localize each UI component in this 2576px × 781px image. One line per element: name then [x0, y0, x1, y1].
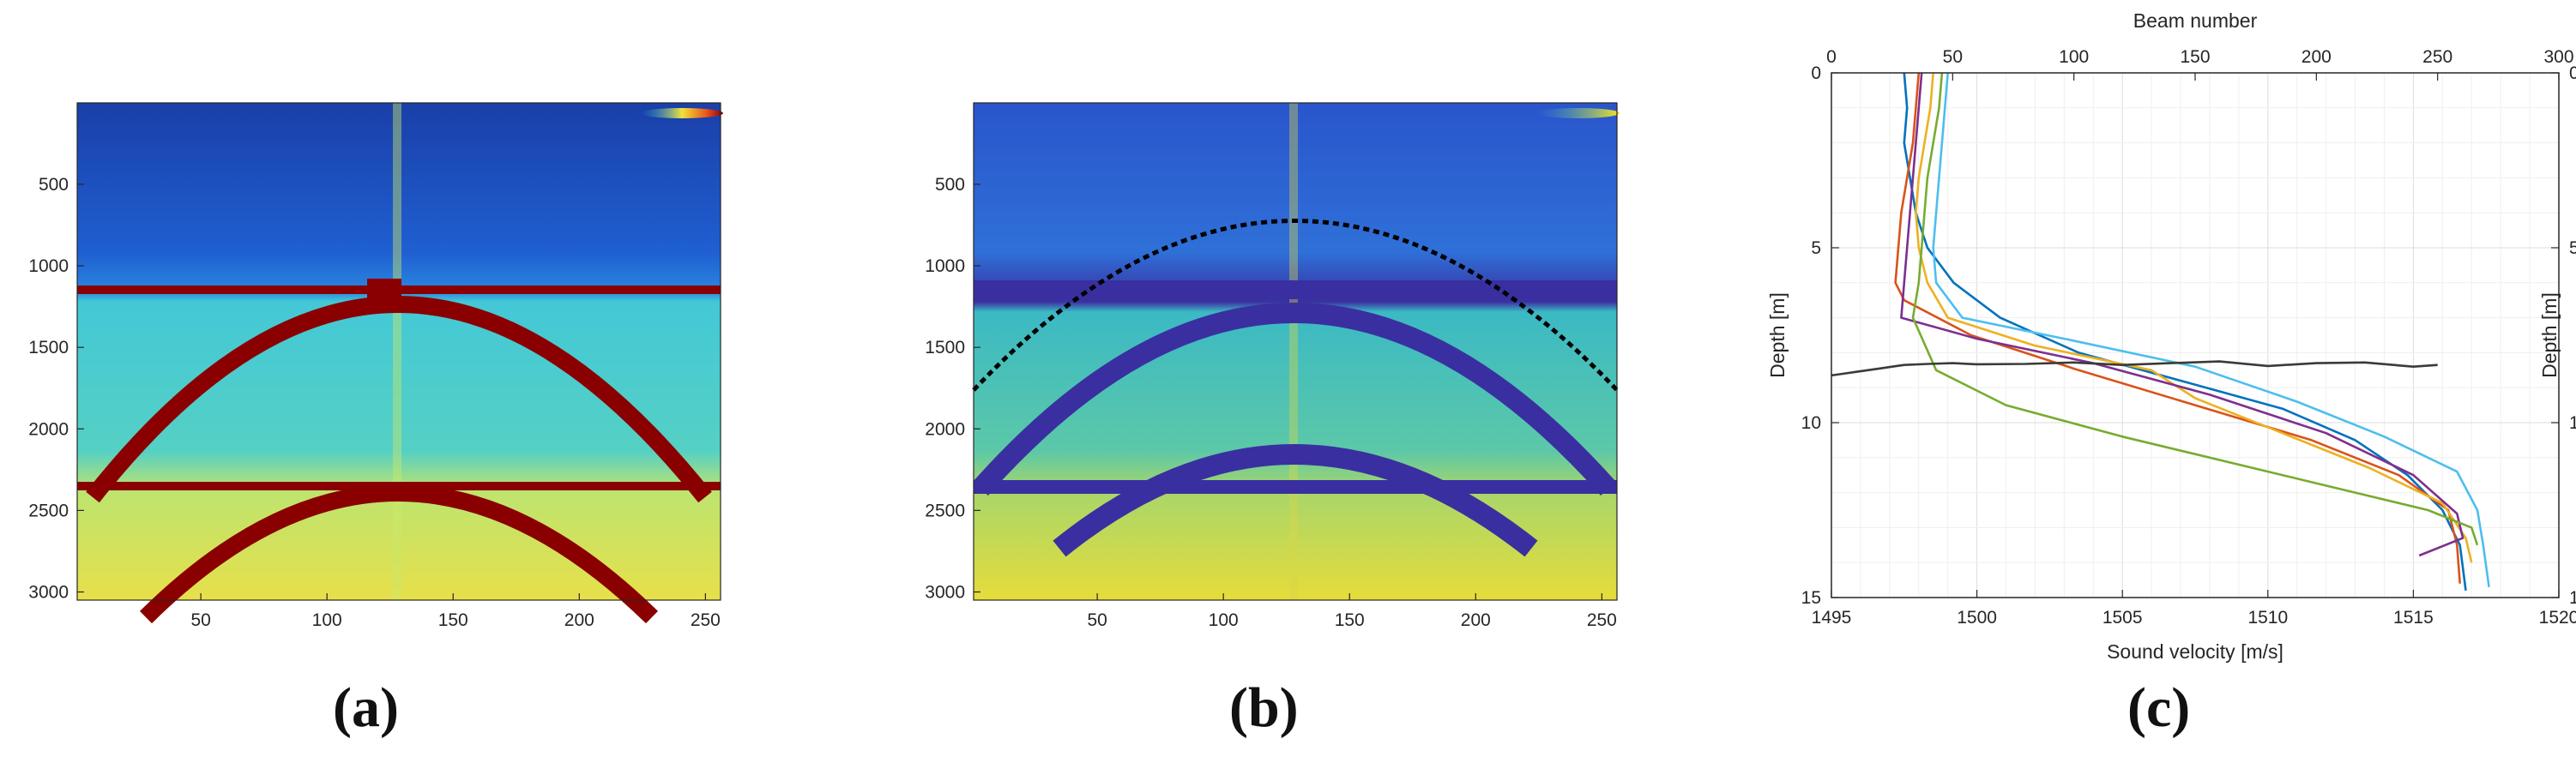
heatmap-a-frame: [76, 102, 721, 601]
y-tick-label: 1500: [925, 338, 965, 357]
y-tick-label: 2000: [28, 419, 69, 439]
panel-b-heatmap: 50 100 150 200 250 500 1000 1500 2000 2500 3000: [925, 102, 1620, 630]
heatmap-b-band-1: [974, 280, 1617, 299]
heatmap-b-surface-echo: [1537, 108, 1620, 118]
y-tick-label: 10: [1801, 413, 1821, 433]
x-tick-label: 50: [1087, 610, 1107, 630]
x2-tick-label: 300: [2543, 47, 2573, 67]
heatmap-a-blob: [367, 279, 401, 304]
beam-profile-line: [1831, 360, 2438, 377]
y-tick-label: 3000: [925, 582, 965, 602]
x2-axis-label: Beam number: [2133, 9, 2258, 32]
x2-tick-label: 50: [1943, 47, 1963, 67]
series-line-3: [1915, 72, 2473, 563]
x-tick-label: 1515: [2393, 608, 2434, 628]
heatmap-b-arc-2: [1053, 444, 1538, 557]
y-tick-label: 1000: [28, 256, 69, 276]
heatmap-b-frame: [973, 102, 1618, 601]
x2-tick-label: 250: [2422, 47, 2452, 67]
x-tick-label: 100: [1209, 610, 1239, 630]
y-tick-label: 1500: [28, 338, 69, 357]
x-tick-label: 150: [1335, 610, 1365, 630]
y2-tick-label: 10: [2569, 413, 2576, 433]
y-tick-label: 2500: [28, 501, 69, 520]
x-tick-label: 250: [1587, 610, 1617, 630]
y2-tick-label: 5: [2569, 238, 2576, 258]
y-tick-label: 0: [1811, 63, 1821, 83]
x-tick-label: 250: [691, 610, 721, 630]
heatmap-b-center-beam: [1289, 103, 1298, 600]
y-tick-label: 500: [935, 175, 965, 195]
heatmap-a-surface-echo: [641, 108, 723, 118]
x2-tick-label: 150: [2180, 47, 2210, 67]
y2-tick-label: 0: [2569, 63, 2576, 83]
heatmap-b-background: [974, 103, 1617, 600]
series-line-2: [1894, 72, 2461, 584]
panel-a-heatmap: 50 100 150 200 250 500 1000 1500 2000 2500 3000: [28, 102, 723, 630]
series-line-4: [1900, 72, 2464, 557]
y-tick-label: 3000: [28, 582, 69, 602]
x-tick-label: 1500: [1957, 608, 1997, 628]
x-tick-label: 1510: [2247, 608, 2288, 628]
heatmap-b-band-2: [974, 480, 1617, 494]
y-tick-label: 1000: [925, 256, 965, 276]
x-tick-label: 100: [312, 610, 342, 630]
y-tick-label: 2500: [925, 501, 965, 520]
y-tick-label: 5: [1811, 238, 1821, 258]
x-tick-label: 1495: [1812, 608, 1852, 628]
series-line-5: [1911, 72, 2479, 546]
heatmap-b-detected-curve: [972, 219, 1619, 392]
y-axis-label: Depth [m]: [1766, 292, 1789, 378]
x2-tick-label: 100: [2059, 47, 2089, 67]
x-tick-label: 50: [190, 610, 210, 630]
x-tick-label: 150: [438, 610, 468, 630]
x-axis-label: Sound velocity [m/s]: [2107, 640, 2283, 663]
y-tick-label: 15: [1801, 588, 1821, 608]
y-tick-label: 2000: [925, 419, 965, 439]
series-line-6: [1932, 72, 2490, 587]
caption-b: (b): [1229, 676, 1299, 739]
x-tick-label: 200: [564, 610, 594, 630]
x2-tick-label: 200: [2302, 47, 2332, 67]
heatmap-a-arc-2: [139, 484, 658, 624]
heatmap-a-background: [77, 103, 721, 600]
x-tick-label: 1520: [2539, 608, 2576, 628]
caption-a: (a): [333, 676, 399, 739]
x-tick-label: 1505: [2102, 608, 2143, 628]
y2-tick-label: 15: [2569, 588, 2576, 608]
heatmap-b-arc-1: [973, 303, 1616, 496]
caption-c: (c): [2127, 676, 2191, 739]
x-tick-label: 200: [1461, 610, 1491, 630]
x2-tick-label: 0: [1826, 47, 1837, 67]
heatmap-a-center-beam: [393, 103, 401, 600]
y2-axis-label: Depth [m]: [2538, 292, 2561, 378]
y-tick-label: 500: [39, 175, 69, 195]
